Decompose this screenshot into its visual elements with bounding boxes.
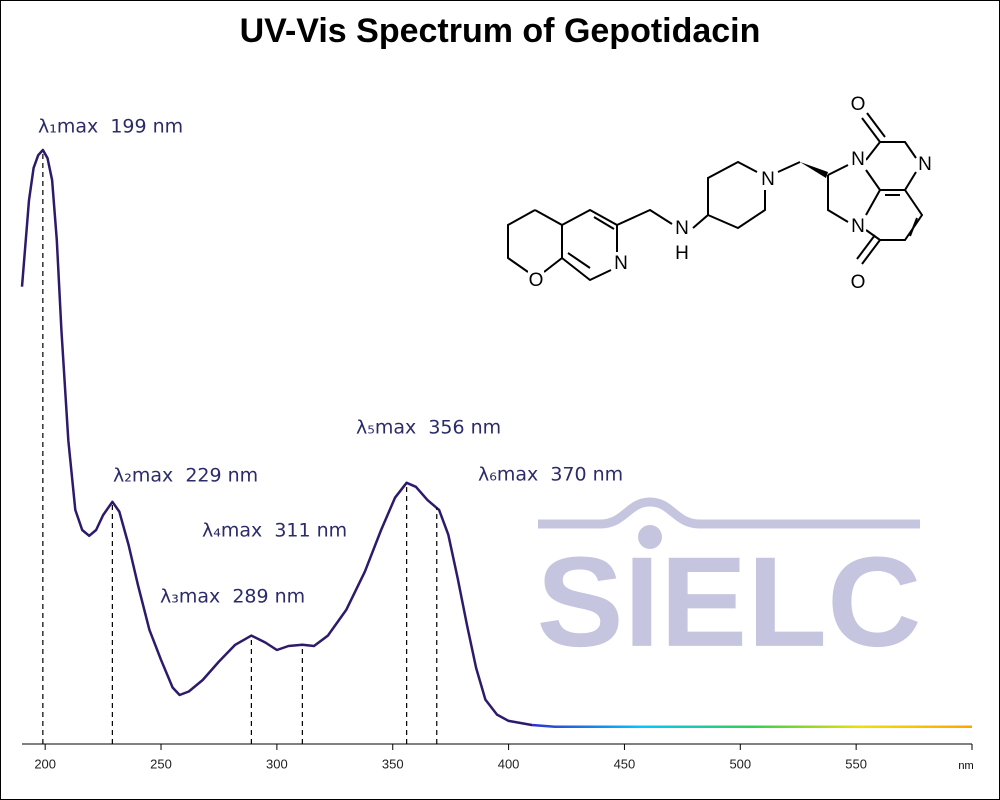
peak-label: λ₁max 199 nm bbox=[38, 116, 183, 138]
atom-label: H bbox=[675, 243, 689, 264]
atom-label: N bbox=[851, 216, 865, 237]
atom-label: N bbox=[614, 253, 628, 274]
peak-label: λ₅max 356 nm bbox=[356, 417, 501, 439]
atom-label: O bbox=[529, 270, 544, 291]
x-tick-label: 200 bbox=[34, 756, 56, 771]
x-tick-label: 250 bbox=[150, 756, 172, 771]
atom-bg bbox=[674, 244, 690, 264]
peak-label: λ₃max 289 nm bbox=[160, 586, 305, 608]
x-tick-label: 500 bbox=[729, 756, 751, 771]
peak-label: λ₄max 311 nm bbox=[202, 520, 347, 542]
bond bbox=[827, 112, 924, 265]
watermark-text: SIELC bbox=[537, 531, 922, 674]
x-tick-label: 550 bbox=[845, 756, 867, 771]
atom-bg bbox=[674, 219, 690, 239]
atom-bg bbox=[850, 273, 866, 293]
atom-bg bbox=[917, 155, 933, 175]
atom-label: N bbox=[918, 154, 932, 175]
atom-bg bbox=[760, 170, 776, 190]
watermark-arc bbox=[538, 497, 920, 529]
atom-bg bbox=[850, 217, 866, 237]
atom-bg bbox=[850, 150, 866, 170]
watermark: SIELC bbox=[537, 497, 922, 674]
atom-bg bbox=[528, 271, 544, 291]
bond bbox=[507, 160, 801, 282]
x-axis-label: nm bbox=[958, 760, 973, 772]
chart-title: UV-Vis Spectrum of Gepotidacin bbox=[240, 12, 761, 50]
peak-label: λ₆max 370 nm bbox=[478, 464, 623, 486]
x-tick-label: 300 bbox=[266, 756, 288, 771]
x-tick-label: 400 bbox=[498, 756, 520, 771]
atom-bg bbox=[613, 254, 629, 274]
wedge bbox=[800, 162, 828, 178]
atom-label: O bbox=[851, 272, 866, 293]
atom-label: N bbox=[675, 218, 689, 239]
x-tick-label: 350 bbox=[382, 756, 404, 771]
watermark-dot bbox=[638, 525, 662, 549]
atom-label: N bbox=[761, 169, 775, 190]
atom-label: O bbox=[851, 94, 866, 115]
structure bbox=[507, 112, 924, 282]
atom-bg bbox=[850, 95, 866, 115]
x-tick-label: 450 bbox=[614, 756, 636, 771]
peak-label: λ₂max 229 nm bbox=[113, 465, 258, 487]
atom-label: N bbox=[851, 149, 865, 170]
